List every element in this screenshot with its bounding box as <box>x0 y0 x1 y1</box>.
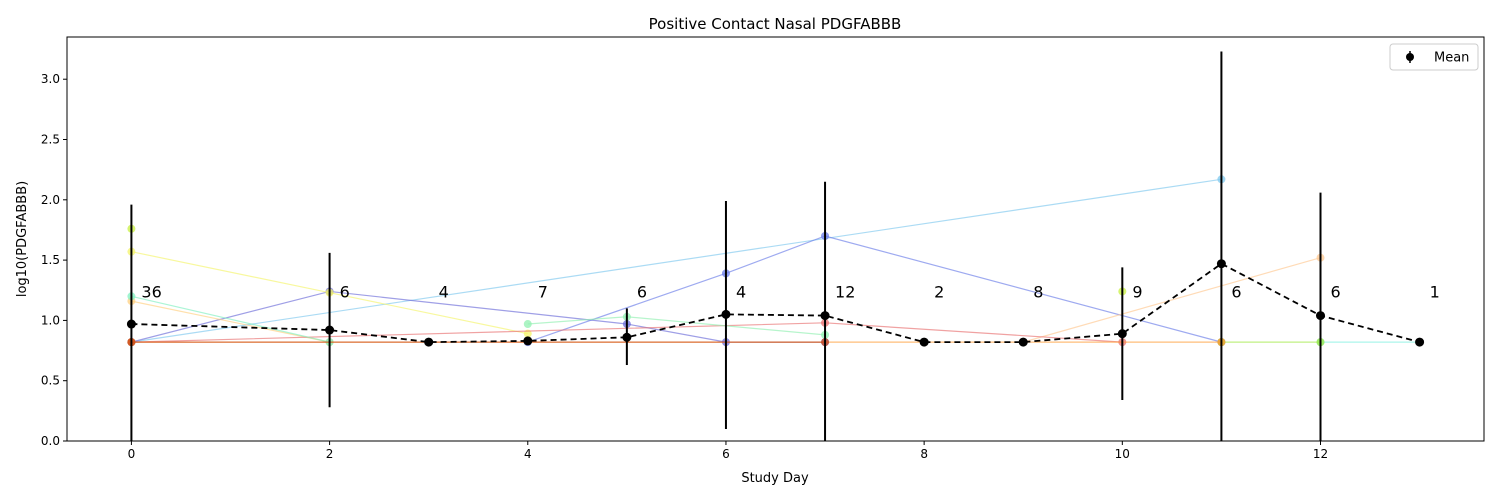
y-axis-label: log10(PDGFABBB) <box>15 181 30 297</box>
count-label: 7 <box>538 283 548 302</box>
chart-title: Positive Contact Nasal PDGFABBB <box>649 15 902 33</box>
mean-point <box>424 337 434 347</box>
legend-label-mean: Mean <box>1434 51 1469 66</box>
mean-point <box>919 337 929 347</box>
mean-point <box>523 336 533 346</box>
x-axis-label: Study Day <box>741 471 809 486</box>
count-label: 8 <box>1033 283 1043 302</box>
count-label: 1 <box>1430 283 1440 302</box>
count-label: 6 <box>1331 283 1341 302</box>
mean-point <box>1216 259 1226 269</box>
y-tick-label: 0.0 <box>41 434 60 448</box>
mean-point <box>622 332 632 342</box>
subject-series <box>127 175 1226 347</box>
y-tick-label: 1.5 <box>41 253 60 267</box>
x-axis: 0 2 4 6 8 10 12 <box>128 441 1328 461</box>
count-label: 6 <box>637 283 647 302</box>
subject-line <box>131 295 330 343</box>
mean-point <box>1415 337 1425 347</box>
y-tick-label: 1.0 <box>41 313 60 327</box>
count-label: 9 <box>1132 283 1142 302</box>
mean-point <box>820 311 830 321</box>
subject-line <box>131 300 330 343</box>
count-label: 6 <box>340 283 350 302</box>
x-tick-label: 8 <box>920 447 928 461</box>
x-tick-label: 2 <box>326 447 334 461</box>
mean-point <box>1018 337 1028 347</box>
x-tick-label: 4 <box>524 447 532 461</box>
mean-point <box>1117 329 1127 339</box>
count-label: 4 <box>439 283 449 302</box>
y-axis: 0.0 0.5 1.0 1.5 2.0 2.5 3.0 <box>41 72 67 448</box>
y-tick-label: 0.5 <box>41 374 60 388</box>
subject-line <box>131 290 826 343</box>
x-tick-label: 12 <box>1313 447 1328 461</box>
count-label: 6 <box>1231 283 1241 302</box>
count-label: 4 <box>736 283 746 302</box>
plot-area: 36 6 4 7 6 4 12 2 8 9 6 6 1 <box>126 51 1440 441</box>
subject-point <box>523 320 532 329</box>
legend-marker <box>1406 53 1414 61</box>
mean-series <box>126 51 1425 441</box>
mean-point <box>721 309 731 319</box>
axes-frame <box>66 36 1485 442</box>
subject-line <box>131 178 1222 343</box>
subject-line <box>1023 257 1321 343</box>
legend-box <box>1389 43 1479 71</box>
subject-series <box>523 312 830 339</box>
y-tick-label: 3.0 <box>41 72 60 86</box>
legend: Mean <box>1389 43 1479 71</box>
x-tick-label: 10 <box>1115 447 1130 461</box>
y-tick-label: 2.5 <box>41 133 60 147</box>
x-tick-label: 0 <box>128 447 136 461</box>
subject-line <box>527 316 826 336</box>
mean-point <box>325 325 335 335</box>
count-labels: 36 6 4 7 6 4 12 2 8 9 6 6 1 <box>141 283 1439 302</box>
count-label: 36 <box>141 283 161 302</box>
mean-point <box>1316 311 1325 321</box>
count-label: 12 <box>835 283 855 302</box>
count-label: 2 <box>934 283 944 302</box>
y-tick-label: 2.0 <box>41 193 60 207</box>
mean-point <box>126 319 136 329</box>
subject-series <box>1217 338 1325 347</box>
x-tick-label: 6 <box>722 447 730 461</box>
subject-line <box>527 235 1222 343</box>
